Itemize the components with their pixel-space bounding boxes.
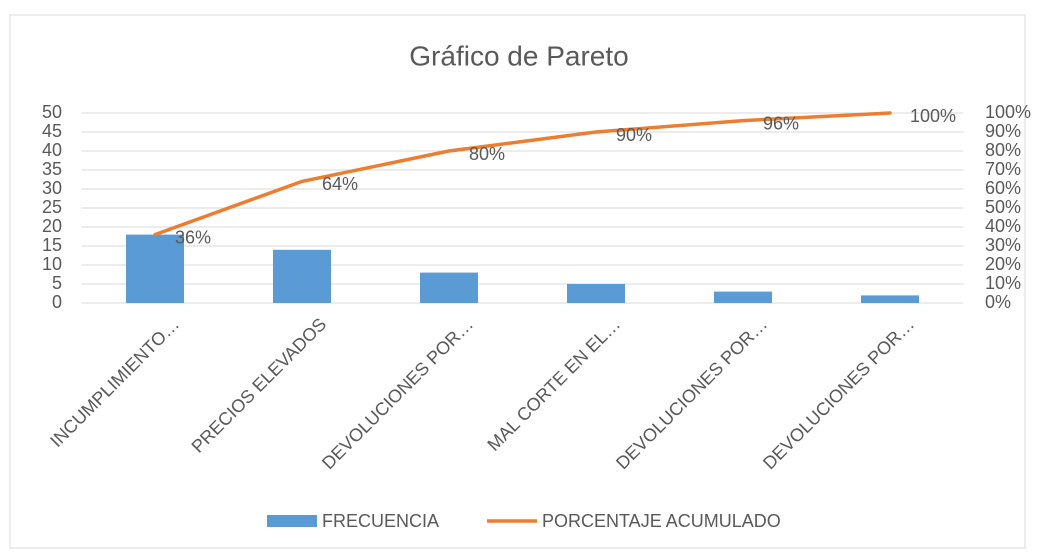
y-tick-label: 10 — [42, 254, 62, 274]
bar — [126, 234, 184, 303]
y-tick-label: 25 — [42, 197, 62, 217]
y2-tick-label: 70% — [985, 159, 1021, 179]
y2-tick-label: 60% — [985, 178, 1021, 198]
legend-label: PORCENTAJE ACUMULADO — [542, 511, 781, 531]
y2-tick-label: 40% — [985, 216, 1021, 236]
y2-tick-label: 80% — [985, 140, 1021, 160]
y-tick-label: 35 — [42, 159, 62, 179]
data-label: 64% — [322, 174, 358, 194]
data-label: 36% — [175, 227, 211, 247]
y-tick-label: 30 — [42, 178, 62, 198]
y-tick-label: 40 — [42, 140, 62, 160]
y2-tick-label: 0% — [985, 292, 1011, 312]
line — [153, 111, 892, 237]
y2-tick-label: 30% — [985, 235, 1021, 255]
data-label: 80% — [469, 144, 505, 164]
y2-tick-label: 50% — [985, 197, 1021, 217]
y2-tick-label: 90% — [985, 121, 1021, 141]
y-tick-label: 45 — [42, 121, 62, 141]
bar — [714, 291, 772, 303]
y-tick-label: 20 — [42, 216, 62, 236]
y2-tick-label: 100% — [985, 102, 1031, 122]
legend-swatch — [267, 515, 317, 527]
legend-label: FRECUENCIA — [322, 511, 439, 531]
y2-tick-label: 20% — [985, 254, 1021, 274]
y-tick-label: 0 — [52, 292, 62, 312]
bar — [861, 295, 919, 303]
chart-title: Gráfico de Pareto — [409, 40, 628, 71]
bar — [420, 272, 478, 303]
y-tick-label: 50 — [42, 102, 62, 122]
bar — [273, 249, 331, 303]
data-label: 96% — [763, 113, 799, 133]
y-tick-label: 15 — [42, 235, 62, 255]
data-label: 90% — [616, 125, 652, 145]
y2-tick-label: 10% — [985, 273, 1021, 293]
bar — [567, 284, 625, 303]
data-label: 100% — [910, 106, 956, 126]
y-tick-label: 5 — [52, 273, 62, 293]
